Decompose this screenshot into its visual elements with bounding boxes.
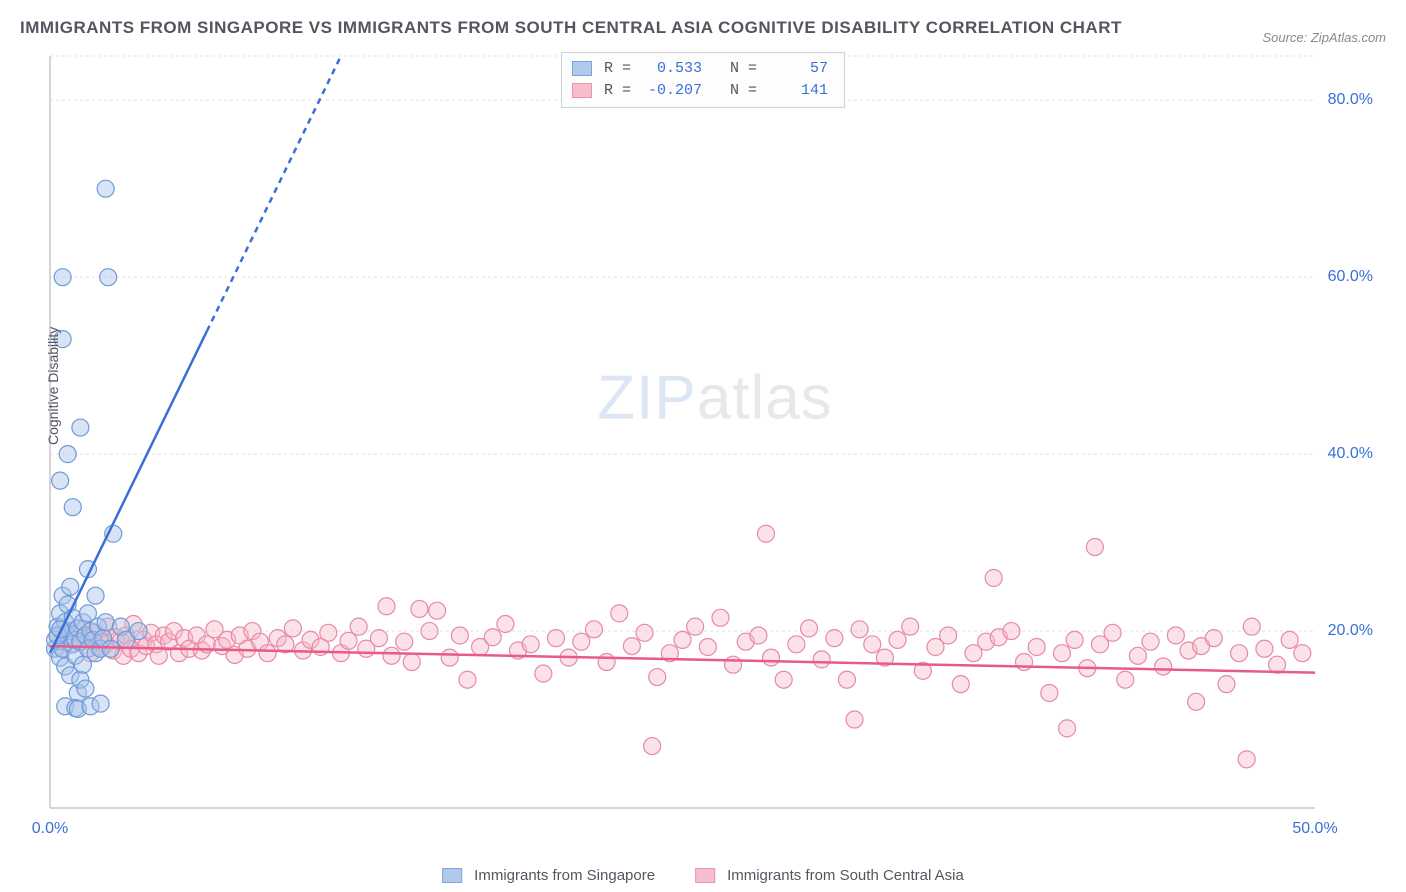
correlation-legend: R = 0.533 N = 57 R = -0.207 N = 141 (561, 52, 845, 108)
legend-label-series2: Immigrants from South Central Asia (727, 867, 964, 884)
n-label: N = (730, 60, 760, 77)
legend-item-series2: Immigrants from South Central Asia (695, 867, 964, 884)
legend-item-series1: Immigrants from Singapore (442, 867, 655, 884)
y-tick-label: 60.0% (1328, 268, 1373, 286)
swatch-series2 (695, 868, 715, 883)
r-label: R = (604, 82, 634, 99)
swatch-series1 (572, 61, 592, 76)
swatch-series1 (442, 868, 462, 883)
series-legend: Immigrants from Singapore Immigrants fro… (442, 867, 964, 884)
legend-row-series2: R = -0.207 N = 141 (572, 79, 828, 101)
r-value-series1: 0.533 (642, 60, 702, 77)
y-tick-label: 80.0% (1328, 91, 1373, 109)
source-attribution: Source: ZipAtlas.com (1262, 30, 1386, 45)
y-tick-label: 40.0% (1328, 445, 1373, 463)
n-value-series1: 57 (768, 60, 828, 77)
x-tick-label: 0.0% (32, 820, 68, 838)
legend-row-series1: R = 0.533 N = 57 (572, 57, 828, 79)
n-label: N = (730, 82, 760, 99)
plot-area: Cognitive Disability ZIPatlas 20.0%40.0%… (45, 50, 1385, 840)
x-tick-label: 50.0% (1292, 820, 1337, 838)
scatter-chart-svg (45, 50, 1385, 840)
r-label: R = (604, 60, 634, 77)
y-axis-label: Cognitive Disability (45, 327, 61, 445)
r-value-series2: -0.207 (642, 82, 702, 99)
n-value-series2: 141 (768, 82, 828, 99)
y-tick-label: 20.0% (1328, 622, 1373, 640)
swatch-series2 (572, 83, 592, 98)
chart-title: IMMIGRANTS FROM SINGAPORE VS IMMIGRANTS … (20, 18, 1122, 38)
legend-label-series1: Immigrants from Singapore (474, 867, 655, 884)
